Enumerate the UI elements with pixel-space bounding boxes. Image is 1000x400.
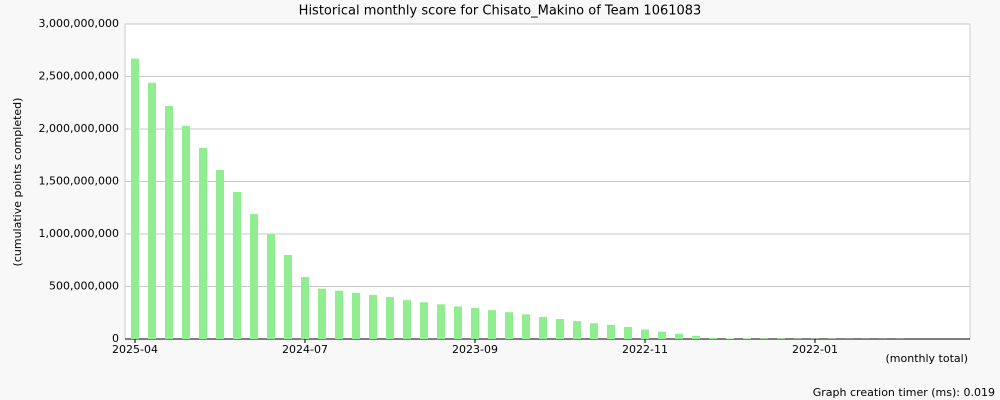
bar	[267, 234, 275, 339]
bar	[522, 314, 530, 339]
bar	[182, 125, 190, 339]
bar	[709, 337, 717, 339]
y-tick-label: 1,000,000,000	[39, 227, 119, 240]
x-tick-label: 2022-11	[622, 343, 668, 356]
bar	[148, 82, 156, 340]
bar	[505, 312, 513, 339]
bar	[488, 310, 496, 339]
bar	[607, 324, 615, 339]
bar	[131, 58, 139, 340]
x-axis-label: (monthly total)	[886, 352, 969, 365]
bar	[624, 326, 632, 339]
bar	[641, 329, 649, 339]
bar	[165, 105, 173, 340]
bar	[250, 214, 258, 339]
y-tick-label: 2,000,000,000	[39, 122, 119, 135]
footer: Graph creation timer (ms): 0.019	[813, 386, 995, 399]
bar	[335, 290, 343, 339]
bar	[284, 255, 292, 339]
bar	[471, 308, 479, 339]
x-tick-label: 2023-09	[452, 343, 498, 356]
bar	[403, 300, 411, 339]
y-tick-label: 0	[112, 332, 119, 345]
bar	[420, 302, 428, 339]
y-tick-label: 500,000,000	[49, 280, 119, 293]
x-tick-label: 2025-04	[112, 343, 158, 356]
bar	[437, 304, 445, 339]
bar	[301, 277, 309, 339]
y-axis-label: (cumulative points completed)	[11, 98, 24, 267]
y-tick-label: 2,500,000,000	[39, 70, 119, 83]
bar	[454, 306, 462, 339]
y-tick-label: 3,000,000,000	[39, 17, 119, 30]
bar	[318, 288, 326, 339]
y-tick-label: 1,500,000,000	[39, 175, 119, 188]
bar	[556, 319, 564, 339]
bar	[233, 192, 241, 339]
bar	[573, 321, 581, 339]
x-tick-label: 2022-01	[792, 343, 838, 356]
chart-title: Historical monthly score for Chisato_Mak…	[299, 4, 702, 19]
bar	[658, 331, 666, 339]
bar	[199, 147, 207, 339]
bar	[352, 292, 360, 339]
bar	[590, 323, 598, 339]
bar	[539, 316, 547, 339]
bar	[692, 335, 700, 339]
bar	[369, 294, 377, 339]
bar	[216, 169, 224, 339]
bar	[386, 297, 394, 339]
x-tick-label: 2024-07	[282, 343, 328, 356]
bar	[726, 338, 734, 339]
bar	[675, 333, 683, 339]
